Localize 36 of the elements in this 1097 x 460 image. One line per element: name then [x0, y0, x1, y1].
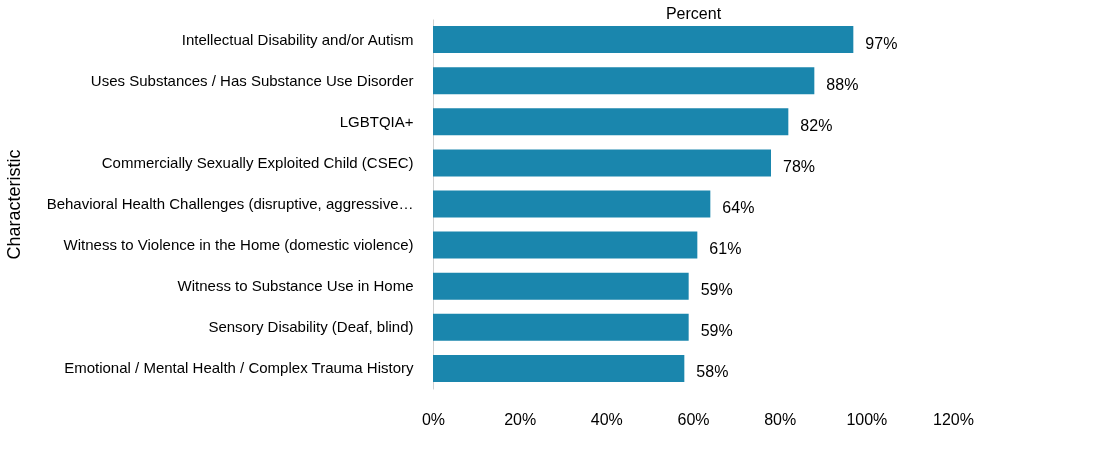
y-tick-label: Sensory Disability (Deaf, blind): [208, 318, 414, 336]
data-label: 82%: [800, 116, 833, 134]
bar: [433, 354, 685, 382]
bar: [433, 108, 789, 136]
bar: [433, 272, 689, 300]
y-tick-label: Witness to Substance Use in Home: [177, 277, 414, 295]
data-label: 58%: [696, 363, 729, 381]
data-label: 78%: [783, 157, 816, 175]
bar: [433, 26, 854, 54]
y-tick-label: Witness to Violence in the Home (domestic violence): [63, 236, 414, 254]
y-tick-label: Behavioral Health Challenges (disruptive, aggressive…: [46, 195, 414, 212]
y-tick-label: Uses Substances / Has Substance Use Disorder: [90, 71, 414, 89]
data-label: 61%: [709, 240, 742, 258]
bar: [433, 67, 815, 95]
y-tick-label: Commercially Sexually Exploited Child (CSEC): [101, 153, 414, 171]
data-label: 64%: [722, 199, 755, 216]
bar: [433, 231, 698, 259]
y-axis-title: Characteristic: [3, 149, 24, 260]
y-tick-label: Intellectual Disability and/or Autism: [181, 30, 414, 48]
x-tick-label: 100%: [846, 410, 888, 428]
data-label: 59%: [700, 322, 733, 340]
y-tick-label: LGBTQIA+: [339, 112, 414, 130]
x-tick-label: 40%: [590, 410, 623, 428]
x-tick-label: 120%: [933, 410, 974, 428]
bar: [433, 149, 771, 177]
data-label: 88%: [826, 75, 859, 93]
y-tick-label: Emotional / Mental Health / Complex Trauma History: [64, 359, 414, 377]
x-tick-label: 0%: [421, 410, 446, 428]
bar: [433, 190, 711, 218]
x-tick-label: 20%: [504, 410, 537, 428]
data-label: 97%: [865, 34, 898, 52]
bar: [433, 313, 689, 341]
x-axis-title: Percent: [665, 4, 722, 22]
data-label: 59%: [700, 281, 733, 299]
x-tick-label: 80%: [764, 410, 797, 428]
x-tick-label: 60%: [677, 410, 710, 428]
